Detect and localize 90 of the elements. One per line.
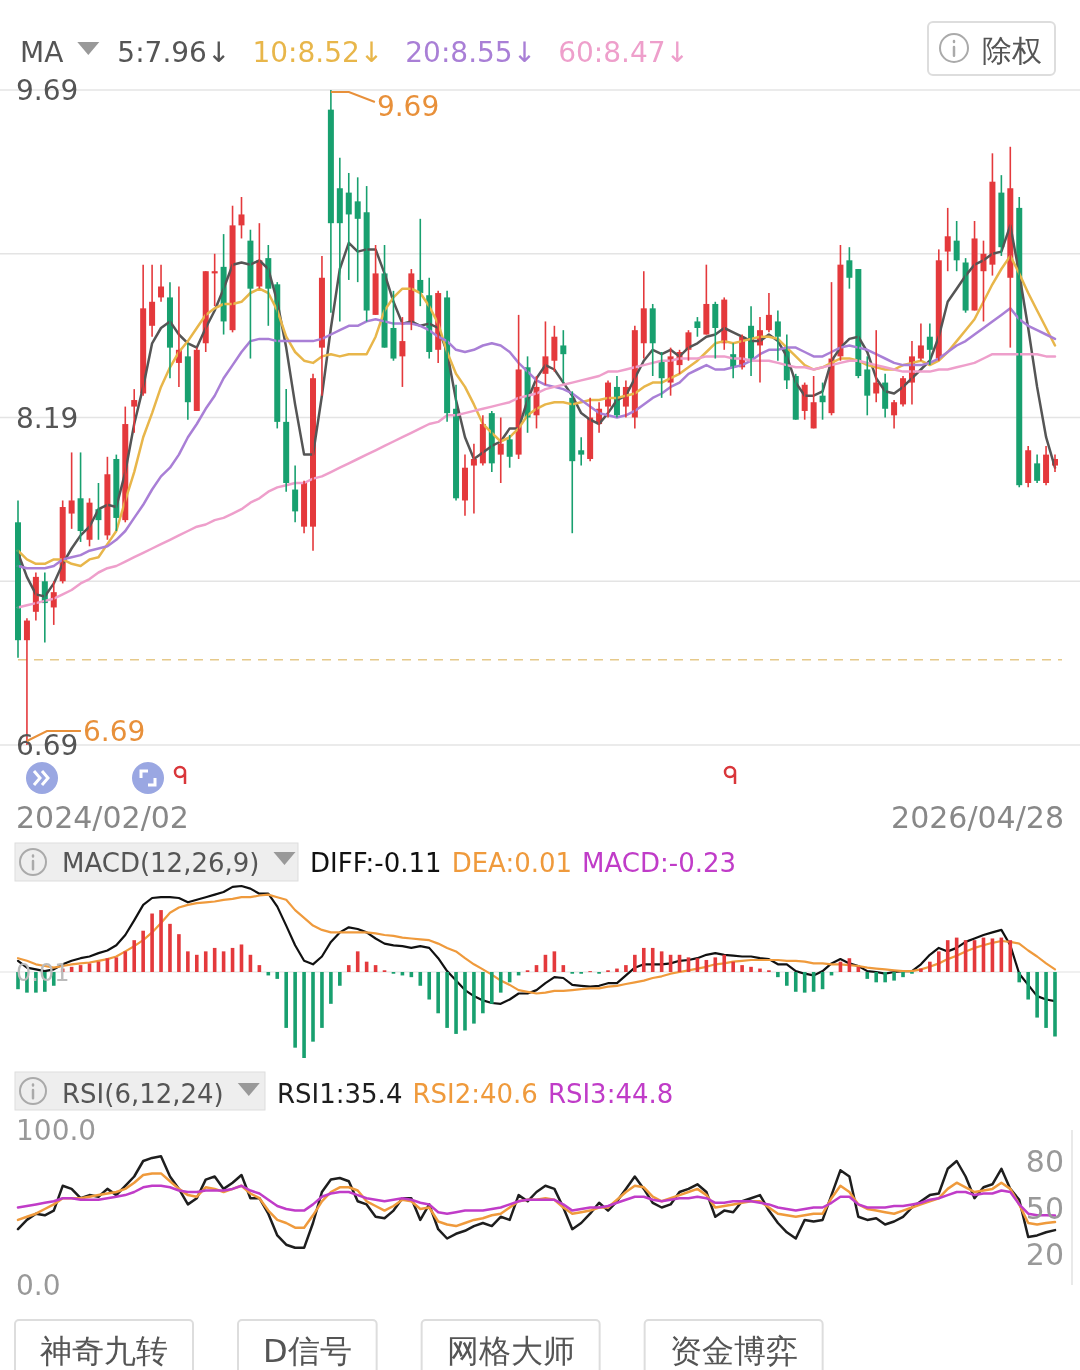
y-tick-label: 0.0 bbox=[16, 1269, 61, 1302]
bar bbox=[346, 965, 351, 972]
text: MACD:-0.23 bbox=[582, 848, 737, 878]
bar bbox=[633, 954, 637, 972]
bar bbox=[329, 972, 333, 1004]
bar bbox=[436, 972, 440, 1014]
bar bbox=[749, 966, 753, 972]
bar bbox=[1053, 972, 1057, 1037]
bar bbox=[1017, 972, 1022, 983]
bar bbox=[445, 972, 449, 1028]
text: 除权 bbox=[982, 33, 1042, 68]
text: 网格大师 bbox=[446, 1332, 575, 1370]
bar bbox=[919, 968, 923, 972]
text: 2024/02/02 bbox=[16, 800, 189, 835]
bar bbox=[901, 972, 905, 978]
line-series bbox=[16, 307, 1057, 570]
bar bbox=[284, 972, 288, 1028]
text: RSI2:40.6 bbox=[412, 1079, 538, 1109]
bar bbox=[740, 965, 744, 972]
bar bbox=[641, 947, 646, 972]
bar bbox=[194, 954, 199, 972]
bar bbox=[481, 972, 485, 1014]
bar bbox=[624, 965, 628, 972]
bar bbox=[454, 972, 458, 1034]
bar bbox=[302, 972, 306, 1058]
y-tick-label: 9.69 bbox=[16, 74, 79, 107]
y2-tick-label: 80 bbox=[1025, 1144, 1064, 1179]
bar bbox=[650, 947, 655, 972]
bar bbox=[355, 951, 360, 972]
bar bbox=[427, 972, 432, 1000]
bar bbox=[928, 961, 932, 972]
bar bbox=[311, 972, 315, 1042]
bar bbox=[159, 910, 163, 972]
bar bbox=[463, 972, 467, 1031]
bar bbox=[713, 957, 718, 972]
text: 10:8.52↓ bbox=[252, 36, 384, 69]
bar bbox=[1035, 972, 1039, 1018]
text: 5:7.96↓ bbox=[117, 36, 231, 69]
chart-title: MACD(12,26,9) bbox=[62, 848, 260, 878]
bar bbox=[123, 951, 128, 972]
y2-tick-label: 20 bbox=[1025, 1237, 1064, 1272]
text: DEA:0.01 bbox=[451, 848, 573, 878]
bar bbox=[1026, 972, 1030, 1000]
y-tick-label: 8.19 bbox=[16, 401, 79, 435]
bar bbox=[186, 951, 190, 972]
bar bbox=[1044, 972, 1048, 1028]
annotation: 9.69 bbox=[376, 90, 440, 123]
bar bbox=[945, 940, 950, 972]
bar bbox=[320, 972, 324, 1028]
bar bbox=[874, 972, 879, 983]
bar bbox=[731, 961, 735, 972]
annotation: 6.69 bbox=[82, 715, 146, 748]
bar bbox=[472, 972, 476, 1024]
bar bbox=[936, 951, 941, 972]
y-tick-label: 6.69 bbox=[16, 729, 79, 762]
bar bbox=[150, 913, 154, 972]
bar bbox=[722, 954, 727, 972]
line-series bbox=[16, 352, 1057, 609]
legend-title: MA bbox=[20, 36, 64, 69]
bar bbox=[793, 972, 798, 992]
series-label: DIFF:-0.11 bbox=[310, 848, 442, 878]
text: 资金博弈 bbox=[669, 1332, 798, 1370]
bar bbox=[293, 972, 297, 1048]
bar bbox=[758, 968, 762, 972]
text: RSI3:44.8 bbox=[547, 1079, 674, 1109]
bar bbox=[141, 930, 145, 972]
text: 神奇九转 bbox=[40, 1332, 168, 1370]
bar bbox=[498, 972, 503, 993]
bar bbox=[418, 972, 423, 986]
bar bbox=[615, 968, 619, 972]
text: 2026/04/28 bbox=[891, 800, 1064, 835]
bar bbox=[338, 972, 342, 986]
bar bbox=[490, 972, 494, 1004]
candlestick bbox=[694, 316, 701, 338]
bar bbox=[892, 972, 896, 981]
bar bbox=[203, 951, 208, 972]
text: 60:8.47↓ bbox=[558, 36, 689, 69]
text: D信号 bbox=[263, 1332, 352, 1370]
bar bbox=[168, 923, 172, 972]
y-tick-label: 100.0 bbox=[16, 1114, 97, 1147]
bar bbox=[865, 972, 870, 979]
bar bbox=[132, 940, 137, 972]
text: 20:8.55↓ bbox=[405, 36, 537, 69]
bar bbox=[275, 972, 280, 979]
text: RSI1:35.4 bbox=[277, 1079, 403, 1109]
bar bbox=[177, 934, 181, 972]
bar bbox=[785, 972, 789, 986]
bar bbox=[776, 972, 780, 978]
chart-title: RSI(6,12,24) bbox=[62, 1079, 224, 1109]
bar bbox=[883, 972, 887, 983]
